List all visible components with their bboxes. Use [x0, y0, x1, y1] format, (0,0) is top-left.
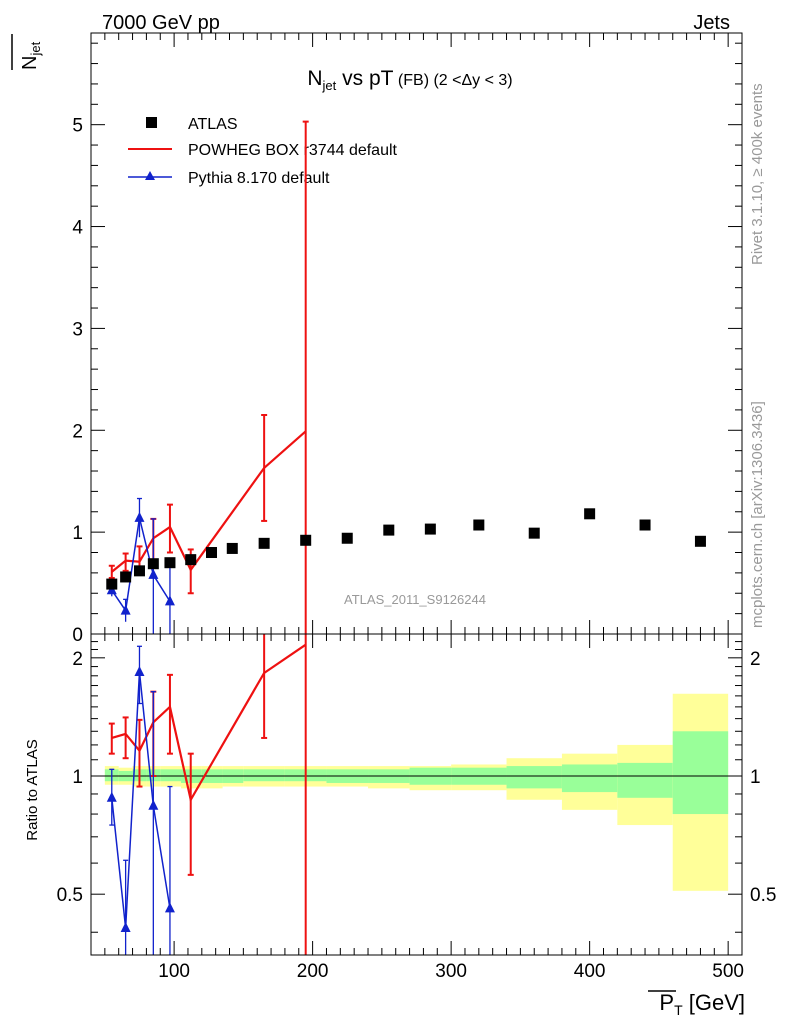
pythia-point	[120, 604, 131, 615]
legend-atlas-label: ATLAS	[188, 116, 238, 133]
mcplots-credit-label: mcplots.cern.ch [arXiv:1306.3436]	[749, 401, 766, 628]
atlas-point	[226, 542, 238, 554]
ratio-frame	[90, 633, 743, 956]
header-process-label: Jets	[693, 12, 730, 34]
uncertainty-band-green	[506, 766, 562, 789]
atlas-point	[164, 557, 176, 569]
atlas-point	[258, 537, 270, 549]
uncertainty-band-green	[243, 769, 285, 782]
uncertainty-band-green	[617, 762, 673, 798]
legend-pythia-label: Pythia 8.170 default	[188, 170, 330, 187]
powheg-ratio-line	[111, 643, 307, 803]
xtick-label: 200	[297, 961, 329, 982]
top-ytick-label: 3	[72, 319, 83, 340]
pythia-point	[164, 595, 175, 606]
atlas-point	[206, 547, 218, 559]
xtick-label: 300	[435, 961, 467, 982]
legend-pythia-marker	[145, 171, 155, 180]
ratio-ytick-label-right: 1	[750, 767, 761, 788]
legend-atlas-marker	[146, 117, 157, 128]
x-axis-label: PT [GeV]	[648, 990, 745, 1018]
atlas-point	[639, 519, 651, 531]
top-plot-area	[106, 120, 706, 634]
atlas-point	[147, 558, 159, 570]
atlas-point	[185, 554, 197, 566]
uncertainty-band-green	[160, 769, 182, 782]
atlas-point	[424, 523, 436, 535]
top-panel-title: Njet vs pT (FB) (2 <Δy < 3)	[307, 67, 512, 93]
analysis-watermark: ATLAS_2011_S9126244	[344, 592, 486, 607]
atlas-point	[473, 519, 485, 531]
atlas-point	[106, 578, 118, 590]
rivet-version-label: Rivet 3.1.10, ≥ 400k events	[749, 83, 766, 265]
pythia-point	[134, 511, 145, 522]
atlas-point	[341, 532, 353, 544]
ratio-y-axis-label: Ratio to ATLAS	[24, 739, 41, 840]
pythia-point	[148, 568, 159, 579]
xtick-label: 100	[158, 961, 190, 982]
legend-powheg-label: POWHEG BOX r3744 default	[188, 142, 398, 159]
atlas-point	[383, 524, 395, 536]
xtick-label: 400	[574, 961, 606, 982]
uncertainty-band-green	[561, 764, 618, 793]
pythia-ratio-point	[164, 902, 175, 913]
uncertainty-band-green	[672, 731, 729, 815]
top-ytick-label: 1	[72, 523, 83, 544]
top-ytick-label: 4	[72, 218, 83, 239]
ratio-ytick-label-right: 0.5	[750, 885, 776, 906]
top-panel: 0 1 2 3 4 5	[72, 32, 743, 646]
ratio-ytick-label-left: 0.5	[57, 885, 83, 906]
xtick-label: 500	[712, 961, 744, 982]
atlas-point	[584, 508, 596, 520]
svg-text:PT [GeV]: PT [GeV]	[659, 990, 745, 1018]
ratio-ytick-label-left: 2	[72, 649, 83, 670]
pythia-ratio-point	[134, 666, 145, 677]
pythia-ratio-point	[120, 922, 131, 933]
atlas-point	[120, 571, 132, 583]
atlas-point	[528, 527, 540, 539]
header-energy-label: 7000 GeV pp	[102, 12, 220, 34]
pythia-ratio-point	[148, 799, 159, 810]
top-ytick-label: 5	[72, 116, 83, 137]
ylabel-main: N	[19, 56, 41, 70]
atlas-point	[133, 565, 145, 577]
atlas-point	[300, 534, 312, 546]
ratio-plot-area	[91, 634, 742, 955]
atlas-point	[694, 535, 706, 547]
powheg-line	[111, 430, 307, 573]
ylabel-sub: jet	[28, 41, 43, 56]
svg-text:Njet: Njet	[19, 41, 43, 70]
pythia-ratio-point	[106, 791, 117, 802]
pythia-ratio-line	[111, 671, 171, 929]
ratio-ytick-label-right: 2	[750, 649, 761, 670]
top-ytick-label: 2	[72, 421, 83, 442]
top-ytick-label: 0	[72, 625, 83, 646]
top-y-axis-label: Njet	[11, 34, 43, 70]
ratio-panel: 0.5 0.5 1 1 2 2 100 200 300 400 500	[57, 633, 776, 982]
ratio-ytick-label-left: 1	[72, 767, 83, 788]
legend: ATLAS POWHEG BOX r3744 default Pythia 8.…	[128, 116, 398, 187]
